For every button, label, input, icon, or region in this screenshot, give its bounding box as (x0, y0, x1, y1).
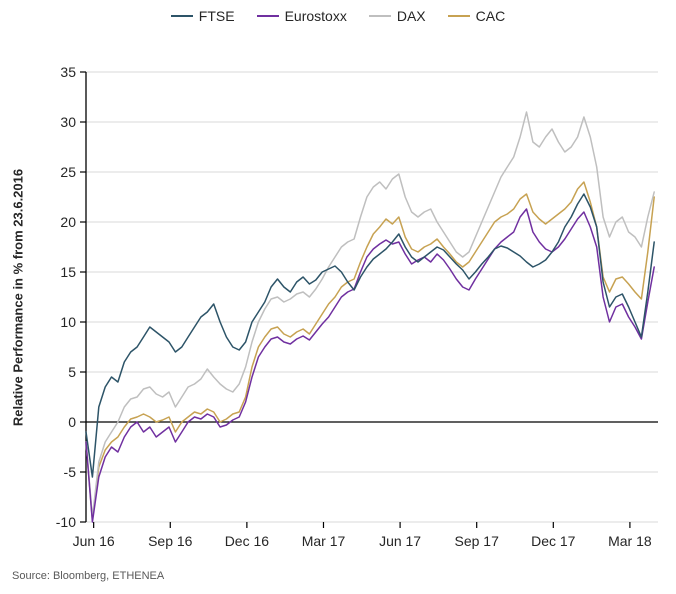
series-cac-line (85, 181, 655, 521)
legend-label-ftse: FTSE (198, 8, 235, 24)
x-tick-label: Jun 16 (73, 533, 115, 549)
legend-item-eurostoxx: Eurostoxx (256, 8, 347, 24)
x-tick-label: Dec 16 (225, 533, 270, 549)
x-tick-label: Mar 18 (608, 533, 652, 549)
y-tick-label: 30 (60, 114, 76, 130)
series-eurostoxx-line (85, 208, 655, 523)
legend-swatch-ftse (170, 15, 193, 17)
y-tick-label: -10 (56, 514, 76, 530)
series-dax-line (85, 111, 655, 518)
x-tick-label: Dec 17 (531, 533, 576, 549)
legend-item-dax: DAX (368, 8, 426, 24)
chart-svg: 35 30 25 20 15 10 5 0 -5 -10 Jun 16 Sep 16 Dec 16 Mar… (56, 64, 658, 549)
y-tick-label: 35 (60, 64, 76, 80)
legend-label-cac: CAC (475, 8, 506, 24)
legend-swatch-dax (368, 15, 391, 17)
y-tick-label: 0 (68, 414, 76, 430)
y-tick-label: 25 (60, 164, 76, 180)
legend-label-eurostoxx: Eurostoxx (284, 8, 347, 24)
y-tick-label: -5 (64, 464, 77, 480)
x-tick-label: Sep 16 (148, 533, 193, 549)
x-tick-label: Sep 17 (455, 533, 500, 549)
legend-item-cac: CAC (447, 8, 506, 24)
legend-swatch-cac (447, 15, 470, 17)
legend-label-dax: DAX (396, 8, 426, 24)
y-tick-label: 10 (60, 314, 76, 330)
x-tick-label: Jun 17 (379, 533, 421, 549)
series-ftse-line (85, 193, 655, 478)
y-tick-label: 5 (68, 364, 76, 380)
legend-item-ftse: FTSE (170, 8, 235, 24)
y-tick-label: 15 (60, 264, 76, 280)
legend-swatch-eurostoxx (256, 15, 279, 17)
y-tick-label: 20 (60, 214, 76, 230)
x-tick-label: Mar 17 (302, 533, 346, 549)
legend: FTSE Eurostoxx DAX CAC (0, 8, 676, 24)
source-note: Source: Bloomberg, ETHENEA (12, 570, 165, 582)
